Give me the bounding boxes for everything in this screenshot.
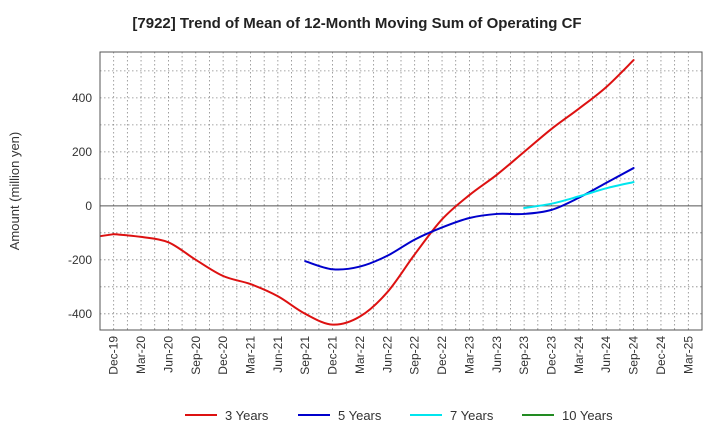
- x-tick-label: Sep-23: [517, 336, 531, 375]
- series-line-3-years: [112, 59, 635, 326]
- y-tick-label: 0: [85, 199, 92, 213]
- x-tick-label: Mar-24: [572, 336, 586, 374]
- series-line-7-years: [523, 181, 635, 209]
- y-tick-label: 200: [72, 145, 92, 159]
- x-tick-label: Dec-19: [107, 336, 121, 375]
- y-tick-labels: -400 -200 0 200 400: [68, 91, 92, 321]
- x-tick-label: Mar-25: [681, 336, 695, 374]
- x-tick-label: Jun-20: [161, 336, 175, 373]
- x-tick-label: Dec-20: [216, 336, 230, 375]
- x-tick-label: Jun-23: [490, 336, 504, 373]
- x-tick-label: Jun-21: [271, 336, 285, 373]
- x-tick-label: Sep-22: [408, 336, 422, 375]
- x-tick-label: Dec-24: [654, 336, 668, 375]
- x-tick-label: Mar-23: [462, 336, 476, 374]
- plot-frame: [99, 51, 703, 331]
- x-tick-labels: Dec-19 Mar-20 Jun-20 Sep-20 Dec-20 Mar-21 Jun-…: [107, 336, 696, 375]
- legend-item-7-years: 7 Years: [410, 408, 494, 423]
- y-tick-label: -200: [68, 253, 92, 267]
- y-tick-label: -400: [68, 307, 92, 321]
- legend-item-3-years: 3 Years: [185, 408, 269, 423]
- legend-item-5-years: 5 Years: [298, 408, 382, 423]
- x-tick-label: Mar-21: [244, 336, 258, 374]
- x-tick-label: Sep-20: [189, 336, 203, 375]
- series-layer: [99, 59, 635, 326]
- y-tick-label: 400: [72, 91, 92, 105]
- legend-label: 5 Years: [338, 408, 382, 423]
- x-tick-label: Dec-22: [435, 336, 449, 375]
- legend-label: 7 Years: [450, 408, 494, 423]
- legend: 3 Years 5 Years 7 Years 10 Years: [185, 408, 613, 423]
- legend-label: 10 Years: [562, 408, 613, 423]
- chart-title: [7922] Trend of Mean of 12-Month Moving …: [132, 15, 581, 32]
- x-tick-label: Mar-22: [353, 336, 367, 374]
- x-tick-label: Dec-23: [545, 336, 559, 375]
- x-tick-label: Sep-21: [298, 336, 312, 375]
- x-tick-label: Mar-20: [134, 336, 148, 374]
- series-line-5-years: [304, 167, 635, 271]
- grid-layer: [99, 52, 702, 330]
- x-tick-label: Sep-24: [627, 336, 641, 375]
- x-tick-label: Dec-21: [326, 336, 340, 375]
- legend-label: 3 Years: [225, 408, 269, 423]
- series-line-3-years-lead: [99, 233, 114, 238]
- x-tick-label: Jun-22: [380, 336, 394, 373]
- y-axis-label: Amount (million yen): [7, 132, 22, 251]
- x-tick-label: Jun-24: [599, 336, 613, 373]
- legend-item-10-years: 10 Years: [522, 408, 613, 423]
